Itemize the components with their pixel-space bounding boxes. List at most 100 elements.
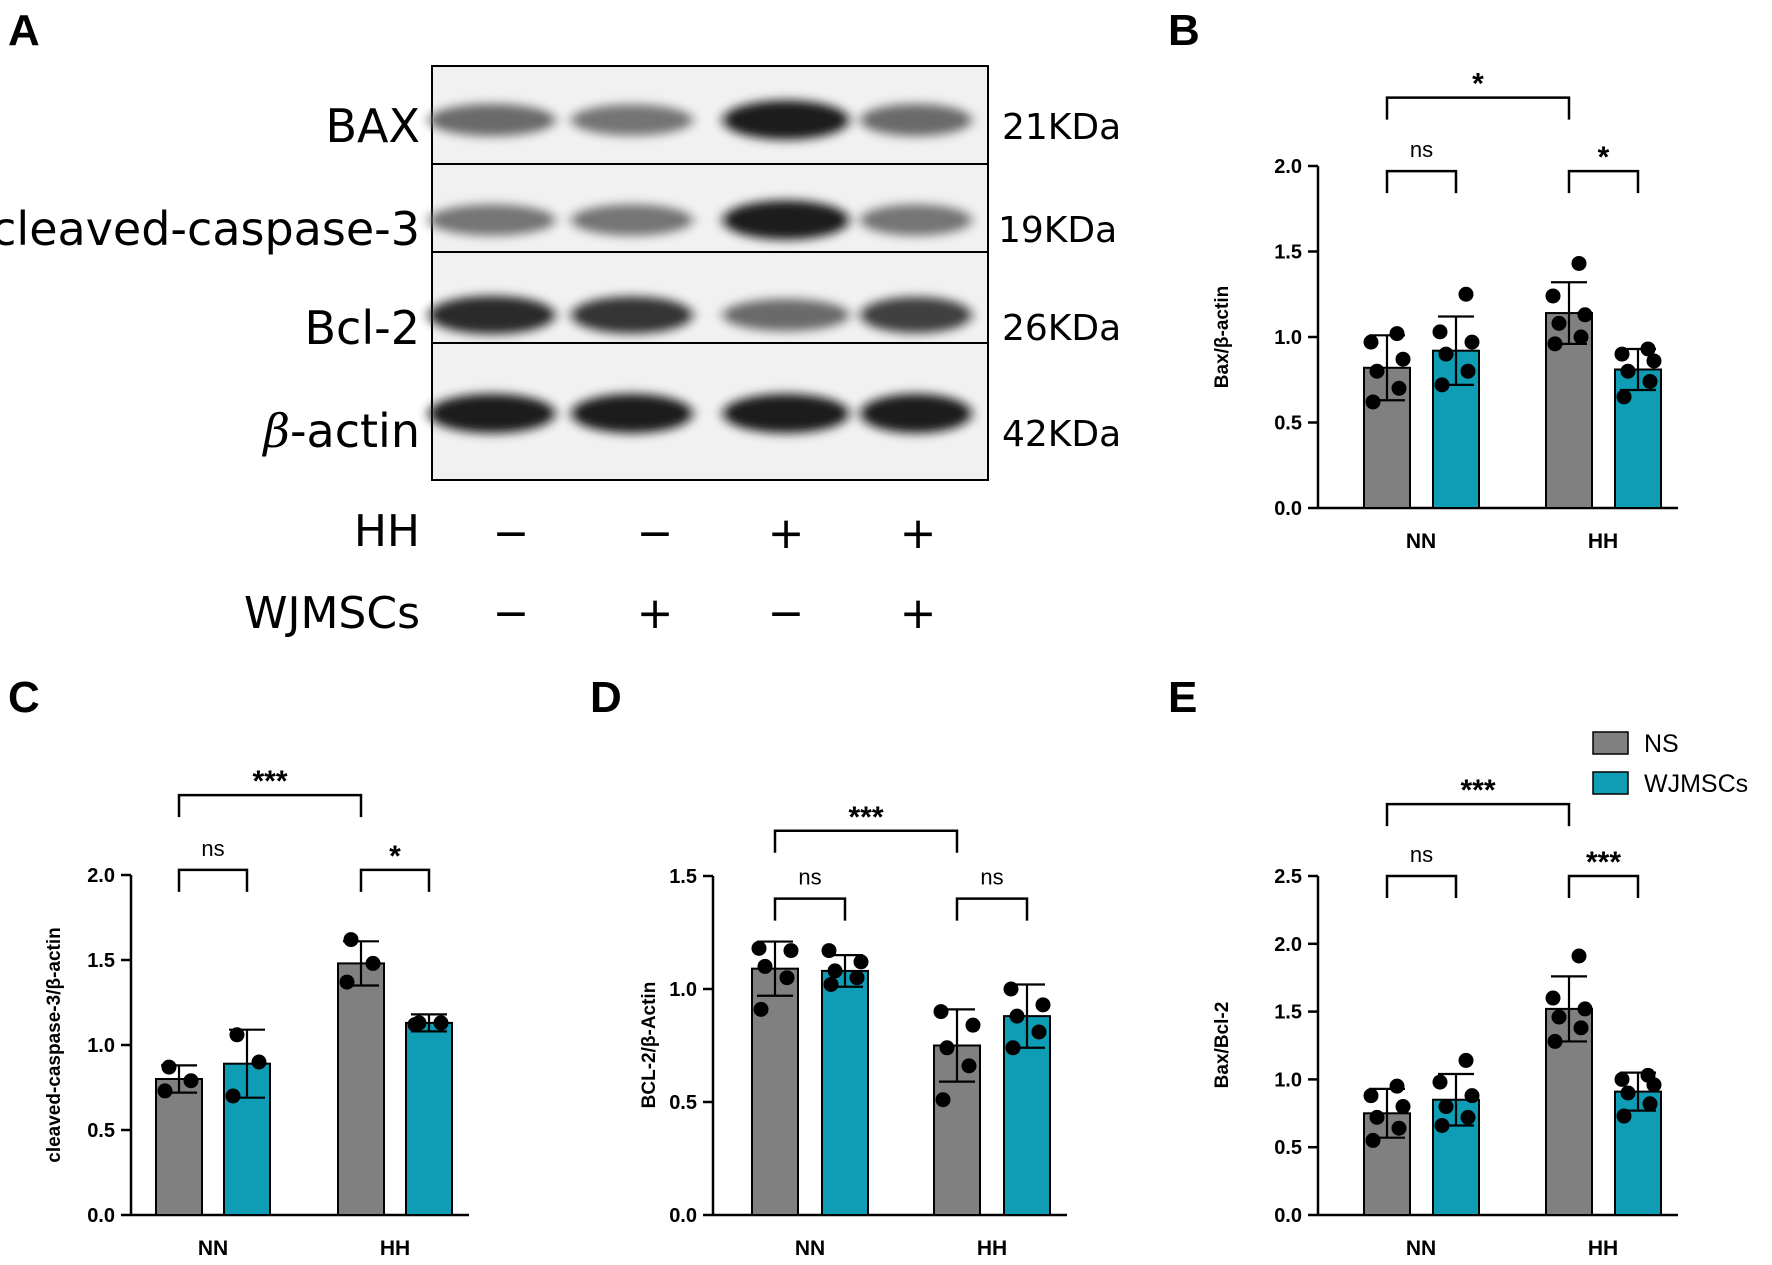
data-point (1614, 346, 1630, 362)
blot-row-bcl-2: Bcl-2 26KDa (305, 301, 1122, 355)
significance-label: * (1472, 68, 1484, 101)
data-point (1432, 324, 1448, 340)
error-bar (757, 940, 793, 997)
data-point (183, 1073, 199, 1089)
legend-label-ns: NS (1644, 730, 1679, 758)
significance-label: *** (1586, 846, 1621, 879)
y-axis-label: cleaved-caspase-3/β-actin (44, 927, 65, 1163)
blot-band (574, 206, 690, 234)
significance-label: *** (252, 765, 287, 798)
significance-label: *** (1460, 774, 1495, 807)
blot-band (863, 206, 969, 234)
significance-bracket: *** (1567, 846, 1640, 898)
blot-kda-bax: 21KDa (1002, 107, 1121, 148)
blot-band (863, 299, 969, 331)
blot-band (863, 396, 969, 431)
significance-label: * (389, 840, 401, 873)
data-point (1438, 346, 1454, 362)
x-category-label: HH (977, 1237, 1007, 1260)
data-point (757, 958, 773, 974)
significance-bracket: ns (955, 865, 1029, 921)
data-point (1616, 389, 1632, 405)
data-point (1432, 1074, 1448, 1090)
data-point (1369, 1109, 1385, 1125)
blot-band (432, 206, 552, 234)
y-axis-label: Bax/Bcl-2 (1212, 1002, 1233, 1089)
condition-hh-lane-3: + (768, 508, 805, 559)
y-tick-label: 0.0 (669, 1205, 697, 1227)
data-point (961, 1058, 977, 1074)
data-point (779, 970, 795, 986)
significance-label: * (1598, 141, 1610, 174)
data-point (157, 1083, 173, 1099)
condition-label-hh: HH (354, 506, 420, 557)
blot-kda-cleaved-caspase-3: 19KDa (998, 210, 1117, 251)
blot-band (574, 396, 690, 431)
blot-band (574, 298, 690, 332)
svg-text:β-actin: β-actin (261, 404, 420, 458)
data-point (1460, 1109, 1476, 1125)
blot-band (863, 106, 969, 134)
y-tick-label: 1.5 (669, 866, 697, 888)
data-point (1620, 1085, 1636, 1101)
data-point (1640, 1067, 1656, 1083)
data-point (1620, 363, 1636, 379)
x-category-label: NN (198, 1237, 228, 1260)
y-tick-label: 1.5 (87, 950, 115, 972)
blot-strip-1 (424, 65, 989, 171)
data-point (225, 1088, 241, 1104)
data-point (1438, 1099, 1454, 1115)
significance-bracket: *** (773, 801, 959, 853)
data-point (411, 1015, 427, 1031)
blot-band (432, 396, 552, 431)
data-point (1551, 315, 1567, 331)
y-tick-label: 1.5 (1274, 1002, 1302, 1024)
blot-band (432, 298, 552, 332)
y-tick-label: 1.5 (1274, 242, 1302, 264)
data-point (1389, 326, 1405, 342)
legend-swatch-ns (1592, 731, 1629, 755)
chart-b: 0.0 0.5 1.0 1.5 2.0 Bax/β-actin NN HH * ns * (1212, 68, 1678, 553)
data-point (823, 976, 839, 992)
condition-wjmscs-lane-4: + (900, 588, 937, 639)
data-point (853, 954, 869, 970)
data-point (1614, 1071, 1630, 1087)
significance-bracket: ns (773, 865, 847, 921)
y-tick-label: 0.0 (1274, 498, 1302, 520)
significance-label: ns (1410, 842, 1433, 867)
data-point (1464, 334, 1480, 350)
data-point (1434, 377, 1450, 393)
data-point (339, 974, 355, 990)
legend-label-wjmscs: WJMSCs (1644, 770, 1748, 798)
condition-hh-lane-4: + (900, 508, 937, 559)
data-point (1460, 363, 1476, 379)
data-point (1577, 1001, 1593, 1017)
data-point (821, 943, 837, 959)
panel-label-b: B (1168, 6, 1200, 55)
data-point (1031, 1024, 1047, 1040)
data-point (1616, 1108, 1632, 1124)
data-point (939, 1040, 955, 1056)
blot-kda-beta-actin: 42KDa (1002, 414, 1121, 455)
y-tick-label: 2.0 (1274, 934, 1302, 956)
data-point (1464, 1088, 1480, 1104)
blot-band (726, 202, 846, 238)
x-category-label: HH (380, 1237, 410, 1260)
blot-band (574, 106, 690, 134)
y-tick-label: 0.0 (87, 1205, 115, 1227)
panel-label-d: D (590, 673, 622, 722)
y-tick-label: 1.0 (1274, 327, 1302, 349)
panel-label-e: E (1168, 673, 1197, 722)
data-point (343, 932, 359, 948)
data-point (849, 970, 865, 986)
significance-bracket: * (1385, 68, 1571, 120)
y-tick-label: 0.5 (87, 1120, 115, 1142)
significance-label: ns (980, 865, 1003, 890)
data-point (1003, 981, 1019, 997)
chart-d: 0.0 0.5 1.0 1.5 BCL-2/β-Actin NN HH *** ns ns (639, 801, 1067, 1260)
data-point (1395, 1099, 1411, 1115)
condition-hh-lane-2: − (637, 508, 674, 559)
condition-wjmscs-lane-1: − (493, 588, 530, 639)
data-point (965, 1017, 981, 1033)
bar (337, 962, 385, 1217)
